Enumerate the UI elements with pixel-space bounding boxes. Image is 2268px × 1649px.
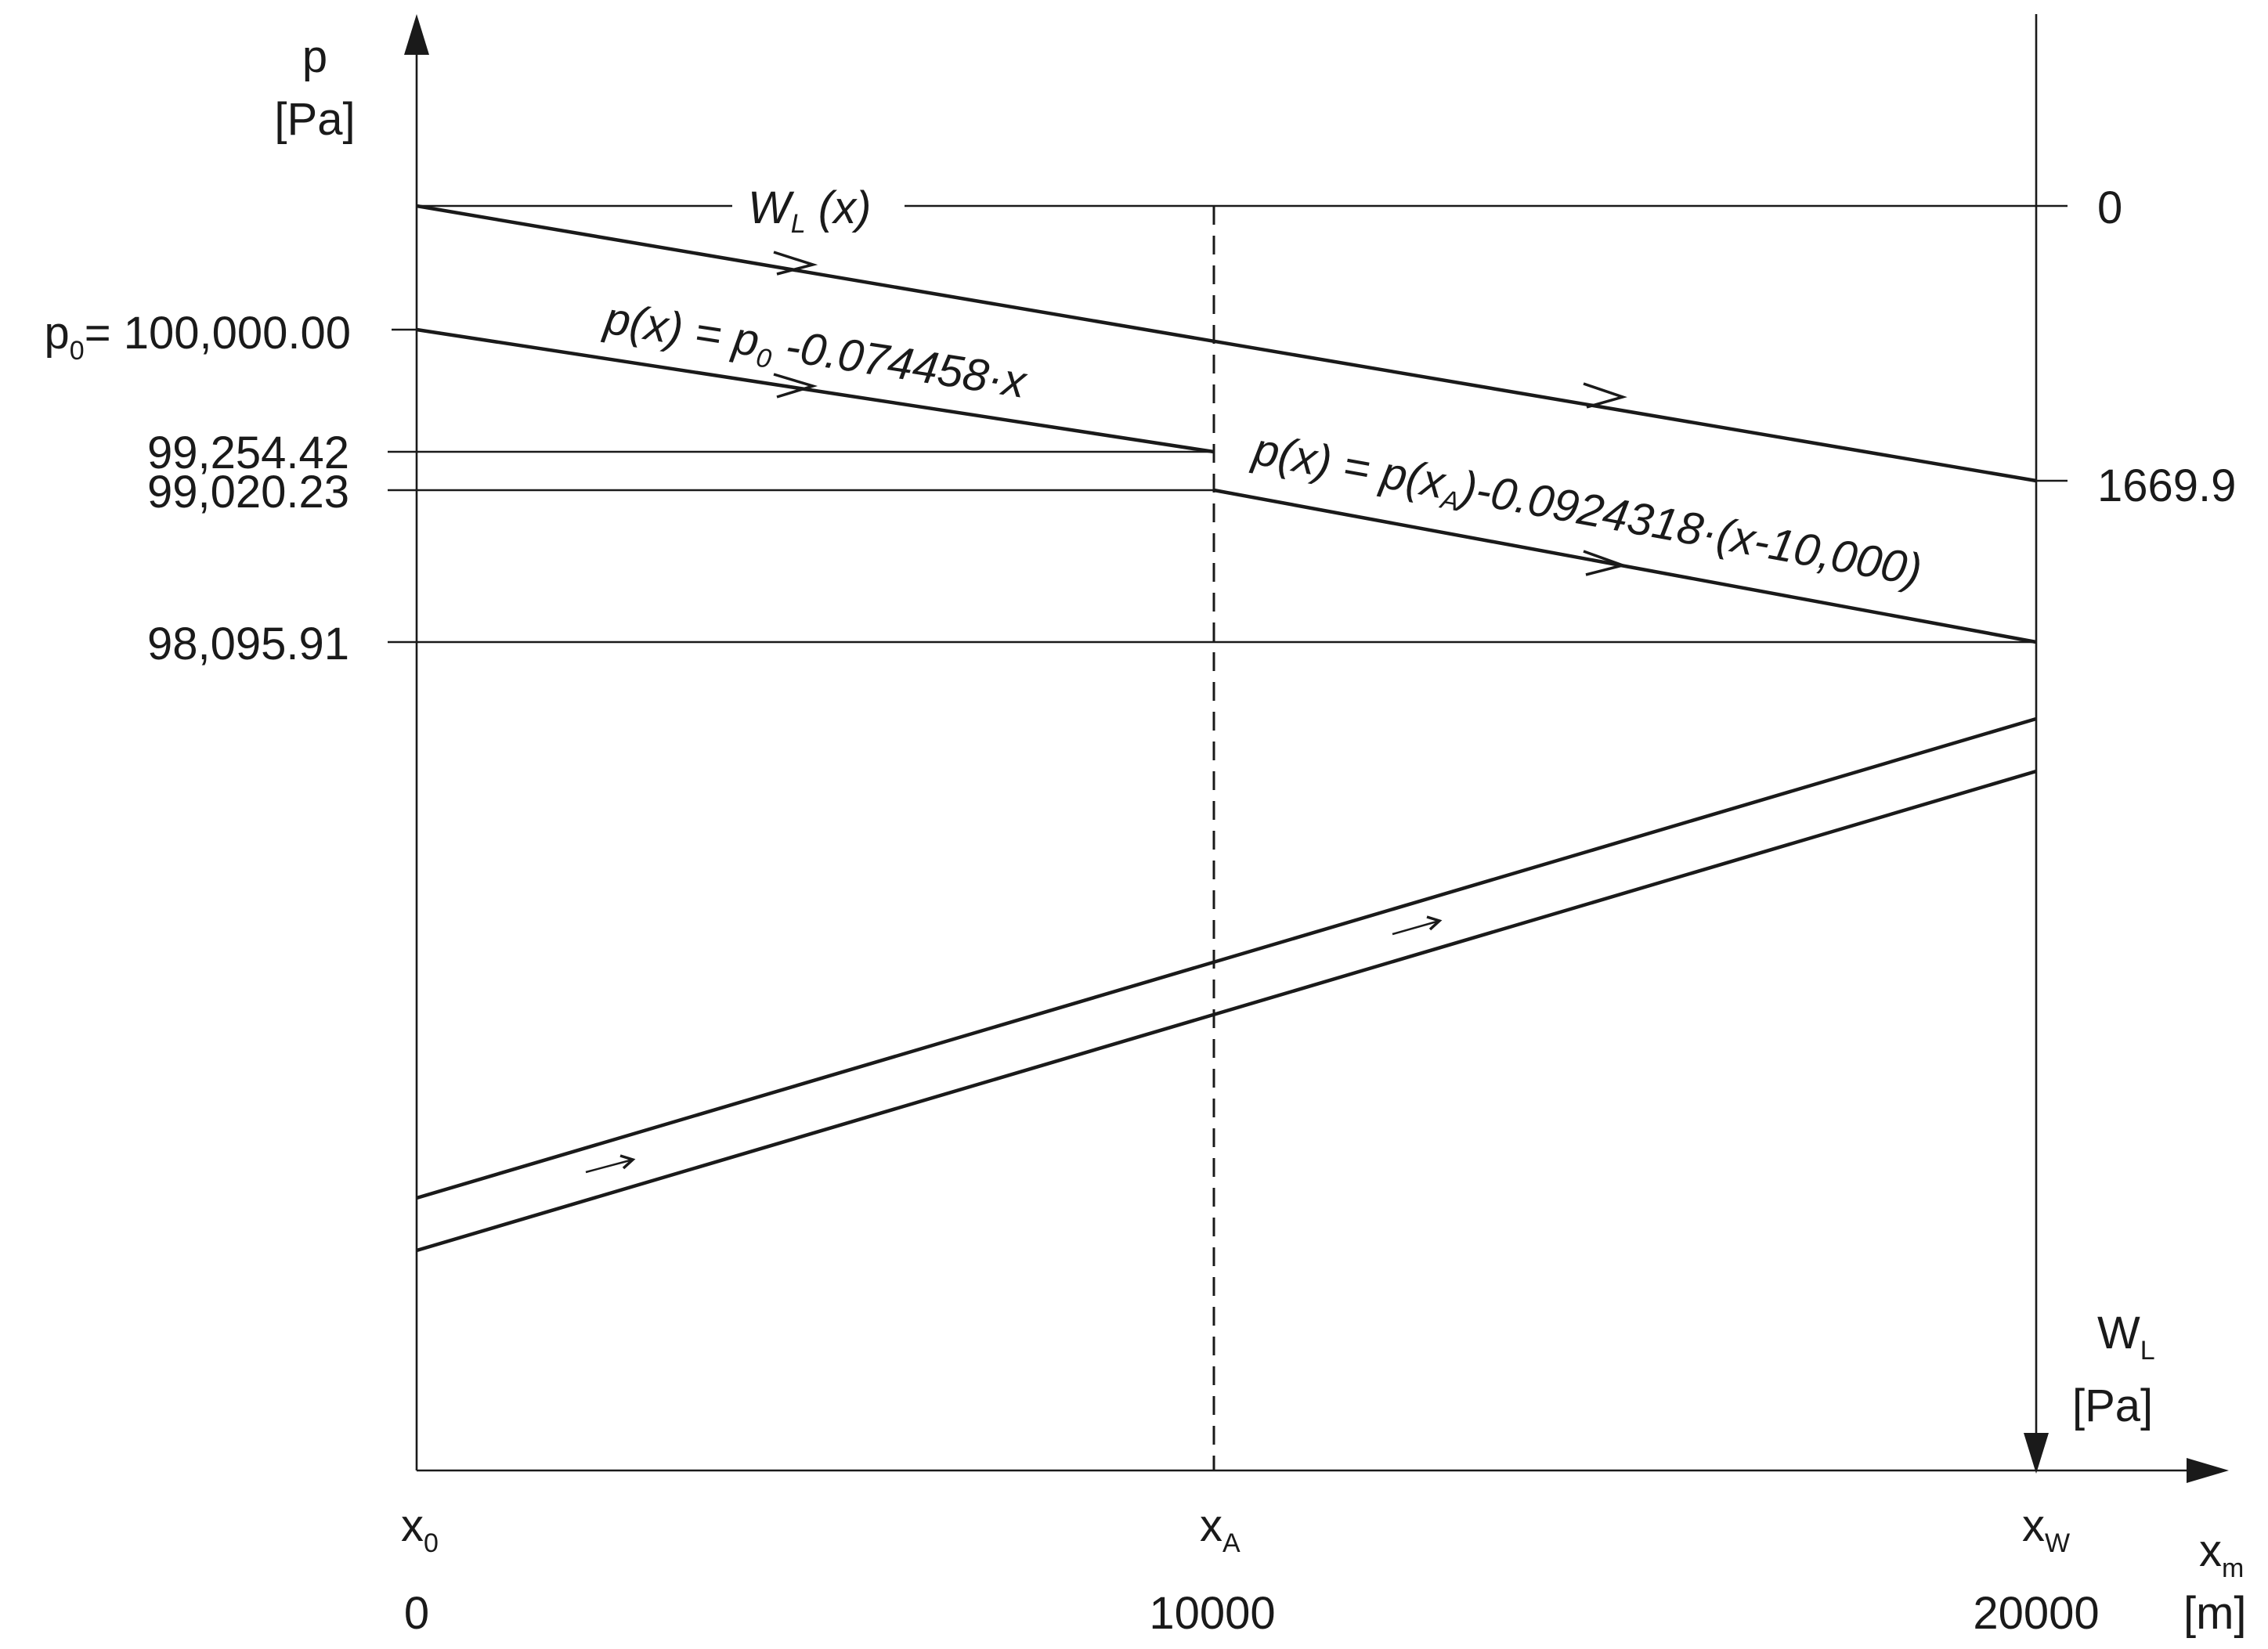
xa-label: xA <box>1200 1500 1241 1558</box>
wl-value-end: 1669.9 <box>2097 460 2236 511</box>
pipe-lower-wall <box>416 769 2037 1253</box>
wl-axis-unit: [Pa] <box>2072 1380 2153 1431</box>
p0-label: p0= 100,000.00 <box>45 308 351 366</box>
wl-value-top: 0 <box>2097 182 2122 233</box>
wl-axis-arrowhead <box>2024 1433 2049 1474</box>
x0-value: 0 <box>404 1588 429 1639</box>
pa-left-label: 99,254.42 <box>147 428 349 478</box>
x-axis-label: xm [m] <box>2183 1525 2247 1639</box>
wl-axis-values: 0 1669.9 <box>2097 182 2236 511</box>
y-axis-symbol: p <box>302 31 327 82</box>
wl-axis-label: WL [Pa] <box>2072 1308 2155 1431</box>
segment1-label: p(x) = p0 -0.074458·x <box>599 292 1031 413</box>
y-axis-label: p [Pa] <box>274 31 355 145</box>
x-axis-arrowhead <box>2187 1458 2229 1483</box>
pipe-flow-arrow-2-icon <box>1392 915 1443 936</box>
pipe-flow-arrow-1-icon <box>585 1154 636 1174</box>
pressure-segment-1 <box>416 327 1215 454</box>
curves <box>416 204 2037 1253</box>
x0-label: x0 <box>401 1500 439 1558</box>
pipe-upper-wall <box>416 716 2037 1200</box>
x-axis-unit: [m] <box>2183 1588 2247 1639</box>
pressure-level-labels: p0= 100,000.00 99,254.42 99,020.23 98,09… <box>45 308 351 669</box>
pa-right-label: 99,020.23 <box>147 467 349 518</box>
flow-arrows <box>585 251 1627 1174</box>
xw-value: 20000 <box>1973 1588 2099 1639</box>
segment2-flow-arrow-icon <box>1583 550 1627 576</box>
x-axis-points: x0 0 xA 10000 xW 20000 <box>401 1500 2100 1639</box>
xw-label: xW <box>2022 1500 2070 1558</box>
wl-curve-label: WL (x) <box>748 182 871 239</box>
wl-curve <box>416 204 2037 483</box>
x-axis-symbol: xm <box>2199 1525 2244 1583</box>
segment1-flow-arrow-icon <box>773 373 818 399</box>
reference-lines <box>388 204 2068 644</box>
pw-label: 98,095.91 <box>147 619 349 669</box>
y-axis-unit: [Pa] <box>274 94 355 145</box>
wl-flow-arrow-2-icon <box>1583 382 1627 409</box>
wl-axis-symbol: WL <box>2097 1308 2155 1366</box>
y-axis-arrowhead <box>404 14 429 55</box>
axes <box>404 14 2229 1483</box>
xa-value: 10000 <box>1149 1588 1275 1639</box>
wl-flow-arrow-1-icon <box>773 251 818 276</box>
